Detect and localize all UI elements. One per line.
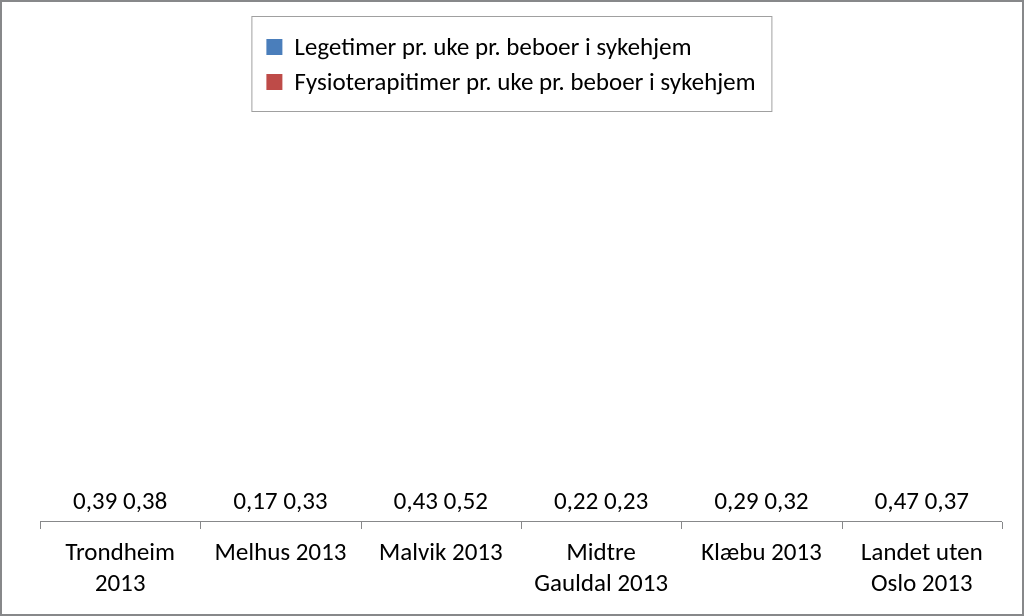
- bar-group: 0,470,37: [842, 130, 1002, 522]
- plot-area: 0,390,380,170,330,430,520,220,230,290,32…: [40, 130, 1002, 522]
- bar-value-label: 0,29: [714, 485, 758, 516]
- bar-value-label: 0,33: [283, 485, 327, 516]
- x-axis-label: Trondheim2013: [40, 528, 200, 614]
- bar-value-label: 0,47: [875, 485, 919, 516]
- bar-group: 0,290,32: [681, 130, 841, 522]
- legend-label: Legetimer pr. uke pr. beboer i sykehjem: [294, 31, 691, 62]
- legend-swatch: [266, 39, 282, 55]
- x-axis-labels: Trondheim2013Melhus 2013Malvik 2013Midtr…: [40, 528, 1002, 614]
- x-axis-label: Landet utenOslo 2013: [842, 528, 1002, 614]
- bar-value-label: 0,39: [73, 485, 117, 516]
- bar-group: 0,430,52: [361, 130, 521, 522]
- legend-item: Legetimer pr. uke pr. beboer i sykehjem: [266, 31, 755, 62]
- bar-value-label: 0,17: [233, 485, 277, 516]
- x-axis-label: Melhus 2013: [200, 528, 360, 614]
- legend: Legetimer pr. uke pr. beboer i sykehjem …: [251, 16, 772, 112]
- bar-value-label: 0,22: [554, 485, 598, 516]
- x-tick: [1002, 522, 1003, 529]
- bar-value-label: 0,37: [925, 485, 969, 516]
- bar-groups: 0,390,380,170,330,430,520,220,230,290,32…: [40, 130, 1002, 522]
- bar-group: 0,220,23: [521, 130, 681, 522]
- x-axis-label: Malvik 2013: [361, 528, 521, 614]
- bar-value-label: 0,23: [604, 485, 648, 516]
- legend-item: Fysioterapitimer pr. uke pr. beboer i sy…: [266, 66, 755, 97]
- bar-value-label: 0,43: [394, 485, 438, 516]
- chart-container: Legetimer pr. uke pr. beboer i sykehjem …: [0, 0, 1024, 616]
- bar-value-label: 0,32: [764, 485, 808, 516]
- x-axis-label: Klæbu 2013: [681, 528, 841, 614]
- bar-value-label: 0,52: [444, 485, 488, 516]
- x-axis-label: MidtreGauldal 2013: [521, 528, 681, 614]
- bar-group: 0,170,33: [200, 130, 360, 522]
- bar-group: 0,390,38: [40, 130, 200, 522]
- bar-value-label: 0,38: [123, 485, 167, 516]
- legend-swatch: [266, 74, 282, 90]
- legend-label: Fysioterapitimer pr. uke pr. beboer i sy…: [294, 66, 755, 97]
